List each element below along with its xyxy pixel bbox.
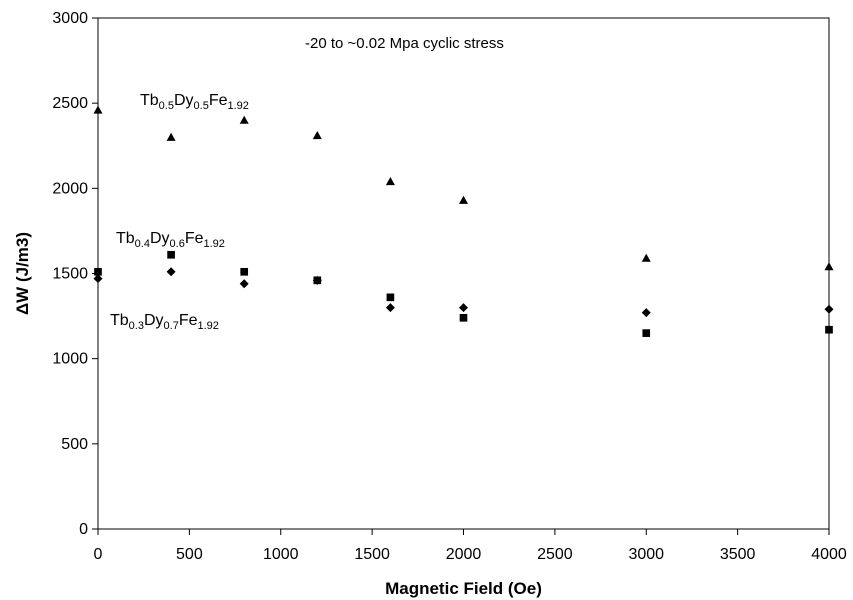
series-label-text: Fe <box>185 230 204 247</box>
series-label-subscript: 0.4 <box>135 238 150 250</box>
data-point-triangle <box>312 131 322 140</box>
data-point-triangle <box>166 132 176 141</box>
data-point-triangle <box>239 115 249 124</box>
y-tick-label: 0 <box>79 521 88 538</box>
x-axis: 0 500 1000 1500 2000 2500 3000 3500 4000 <box>94 529 847 563</box>
data-point-triangle <box>824 262 834 271</box>
series-labels: Tb0.5Dy0.5Fe1.92Tb0.4Dy0.6Fe1.92Tb0.3Dy0… <box>110 92 249 332</box>
x-tick-label: 2500 <box>537 546 573 563</box>
x-tick-label: 3000 <box>628 546 664 563</box>
x-tick-label: 4000 <box>811 546 847 563</box>
x-tick-label: 500 <box>176 546 203 563</box>
x-tick-label: 0 <box>94 546 103 563</box>
series-label-text: Dy <box>150 230 170 247</box>
series-label-text: Tb <box>116 230 135 247</box>
y-tick-label: 3000 <box>52 10 88 27</box>
x-axis-title: Magnetic Field (Oe) <box>385 579 542 598</box>
data-point-diamond <box>641 308 651 318</box>
x-tick-label: 1500 <box>354 546 390 563</box>
series-label-subscript: 0.5 <box>159 100 174 112</box>
y-tick-label: 1500 <box>52 266 88 283</box>
data-point-square <box>386 293 395 302</box>
data-point-square <box>459 313 468 322</box>
series-label-text: Tb <box>140 92 159 109</box>
plot-area <box>97 17 830 530</box>
data-point-square <box>167 250 175 259</box>
x-tick-label: 3500 <box>720 546 756 563</box>
series-label-text: Fe <box>209 92 228 109</box>
series-label-subscript: 0.7 <box>164 320 179 332</box>
data-point-square <box>94 267 102 276</box>
y-tick-label: 2000 <box>52 180 88 197</box>
series-label-subscript: 1.92 <box>198 320 219 332</box>
series-label-subscript: 1.92 <box>228 100 249 112</box>
data-point-triangle <box>385 177 395 186</box>
y-tick-label: 500 <box>61 436 88 453</box>
data-point-diamond <box>824 304 834 314</box>
y-axis: 0 500 1000 1500 2000 2500 3000 <box>52 10 98 538</box>
data-point-square <box>642 329 651 337</box>
data-point-diamond <box>93 274 103 284</box>
data-point-square <box>825 325 833 334</box>
series-label-text: Dy <box>144 312 164 329</box>
series-label-text: Dy <box>174 92 194 109</box>
series-label: Tb0.5Dy0.5Fe1.92 <box>140 92 249 112</box>
data-point-diamond <box>239 279 249 289</box>
y-axis-title: ΔW (J/m3) <box>13 232 32 315</box>
x-tick-label: 1000 <box>263 546 299 563</box>
data-point-triangle <box>641 253 651 262</box>
series-label: Tb0.4Dy0.6Fe1.92 <box>116 230 225 250</box>
data-point-diamond <box>312 275 322 285</box>
data-point-triangle <box>93 105 103 114</box>
y-tick-label: 1000 <box>52 351 88 368</box>
data-point-square <box>240 267 249 276</box>
data-points <box>93 105 834 337</box>
series-label-text: Fe <box>179 312 198 329</box>
data-point-diamond <box>166 267 176 277</box>
y-tick-label: 2500 <box>52 95 88 112</box>
series-label-text: Tb <box>110 312 129 329</box>
series-label-subscript: 0.3 <box>129 320 144 332</box>
series-label-subscript: 0.6 <box>170 238 185 250</box>
series-label-subscript: 0.5 <box>194 100 209 112</box>
data-point-triangle <box>459 195 468 204</box>
data-point-diamond <box>385 303 395 313</box>
data-point-diamond <box>459 303 468 313</box>
chart-annotation: -20 to ~0.02 Mpa cyclic stress <box>305 35 504 52</box>
x-tick-label: 2000 <box>446 546 482 563</box>
series-label-subscript: 1.92 <box>204 238 225 250</box>
series-label: Tb0.3Dy0.7Fe1.92 <box>110 312 219 332</box>
